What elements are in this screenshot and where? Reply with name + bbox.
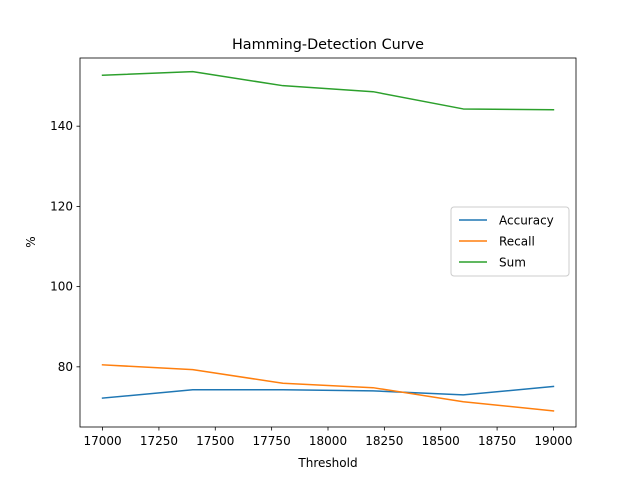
legend-label-recall: Recall (499, 235, 535, 249)
series-line-recall (101, 364, 555, 412)
x-tick-label: 17250 (140, 434, 178, 448)
legend-label-sum: Sum (499, 256, 526, 270)
x-tick-label: 19000 (534, 434, 572, 448)
x-tick-label: 17000 (83, 434, 121, 448)
x-tick-label: 17750 (253, 434, 291, 448)
legend-box (450, 206, 570, 277)
legend-label-accuracy: Accuracy (499, 214, 554, 228)
x-axis-ticks: 17000 17250 17500 17750 18000 18250 18500 18750… (83, 427, 573, 448)
y-tick-label: 120 (50, 199, 73, 213)
x-axis-label: Threshold (297, 456, 357, 470)
series-line-sum (101, 70, 555, 111)
y-tick-label: 100 (50, 280, 73, 294)
y-tick-label: 80 (58, 360, 73, 374)
y-tick-label: 140 (50, 119, 73, 133)
x-tick-label: 18250 (365, 434, 403, 448)
x-tick-label: 18000 (309, 434, 347, 448)
series-line-accuracy (101, 385, 555, 399)
x-tick-label: 18500 (422, 434, 460, 448)
chart-title: Hamming-Detection Curve (232, 37, 424, 53)
y-axis-ticks: 80 100 120 140 (50, 119, 80, 374)
legend: Accuracy Recall Sum (450, 206, 570, 277)
x-tick-label: 17500 (196, 434, 234, 448)
y-axis-label: % (24, 236, 38, 247)
x-tick-label: 18750 (478, 434, 516, 448)
